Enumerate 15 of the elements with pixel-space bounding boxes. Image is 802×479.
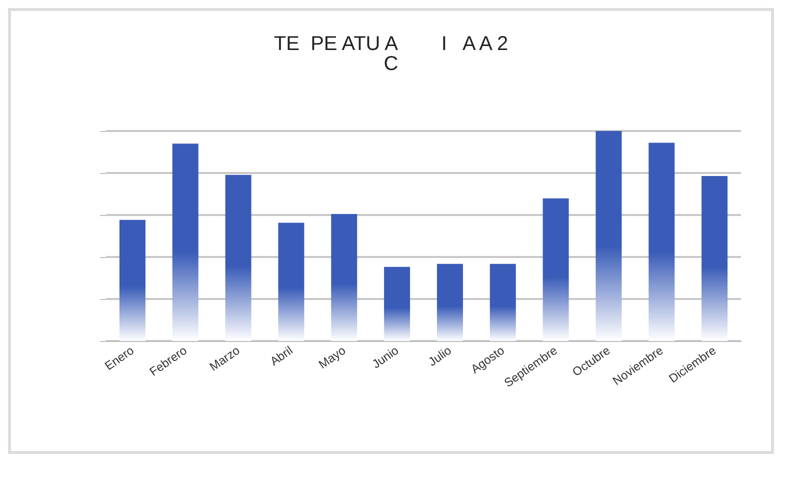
bar xyxy=(436,264,463,341)
bar xyxy=(648,142,675,341)
bar xyxy=(278,222,304,341)
bar xyxy=(119,220,146,341)
bar xyxy=(331,214,358,341)
bar xyxy=(490,264,516,341)
x-tick-label: Junio xyxy=(370,343,402,372)
bar xyxy=(596,131,622,341)
bar xyxy=(225,174,252,341)
chart-title: TE PE ATU A I A A 2 C xyxy=(274,33,508,75)
bar xyxy=(542,198,569,341)
x-tick-label: Julio xyxy=(426,343,454,369)
bar xyxy=(384,266,410,341)
bar xyxy=(702,176,728,341)
bar xyxy=(172,144,198,341)
